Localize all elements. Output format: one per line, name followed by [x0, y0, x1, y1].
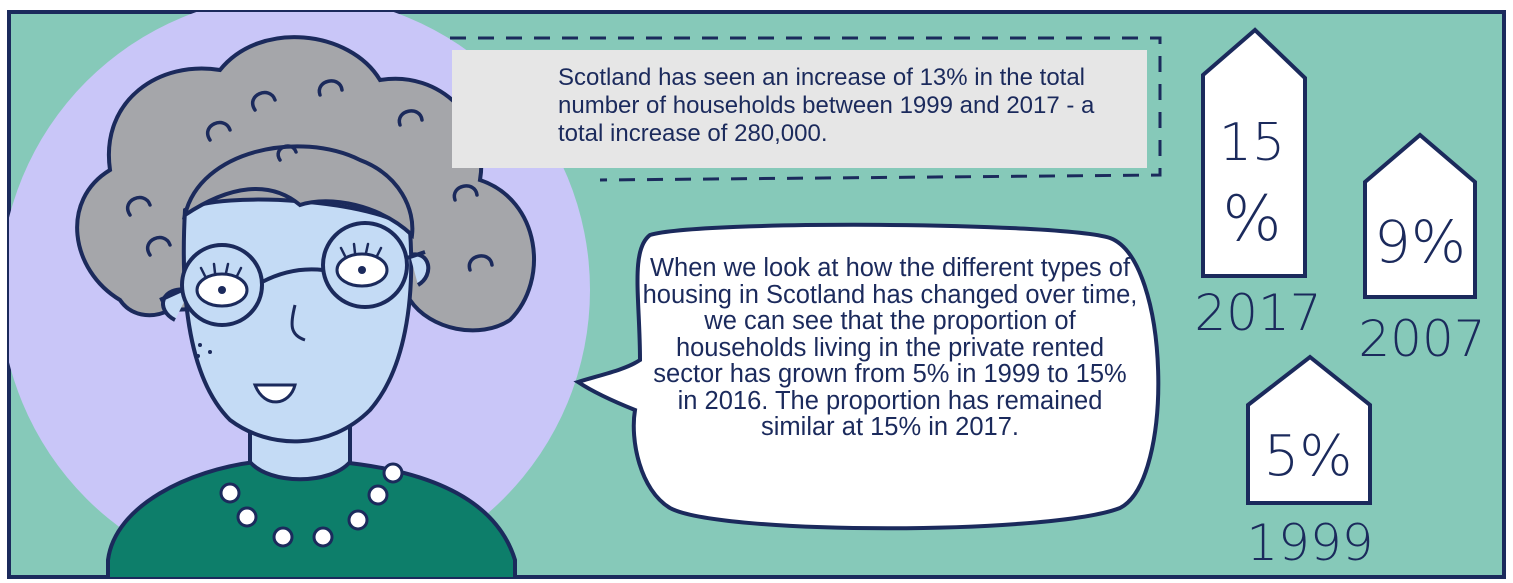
- speech-bubble: [573, 222, 1161, 531]
- house-2017-value-line2: %: [1223, 182, 1282, 255]
- house-1999-value: 5%: [1264, 424, 1353, 489]
- house-2007-year: 2007: [1358, 310, 1485, 368]
- speech-bubble-text: When we look at how the different types …: [642, 254, 1138, 441]
- house-2017-value-line1: 15: [1219, 113, 1285, 173]
- character-portrait: [9, 12, 590, 577]
- necklace: [219, 462, 404, 548]
- house-2017: 15 % 2017: [1194, 27, 1322, 342]
- house-1999: 5% 1999: [1246, 354, 1374, 572]
- info-box-text: Scotland has seen an increase of 13% in …: [558, 64, 1095, 147]
- nose: [290, 304, 306, 342]
- info-box-background: [452, 50, 1147, 168]
- house-2017-year: 2017: [1194, 284, 1321, 342]
- house-2007: 9% 2007: [1358, 132, 1486, 368]
- mouth: [252, 383, 297, 404]
- hair-curls: [126, 79, 494, 272]
- house-2007-value: 9%: [1374, 208, 1466, 276]
- eyes: [195, 242, 389, 308]
- info-box-dashed-border: [450, 36, 1162, 182]
- house-1999-year: 1999: [1246, 514, 1373, 572]
